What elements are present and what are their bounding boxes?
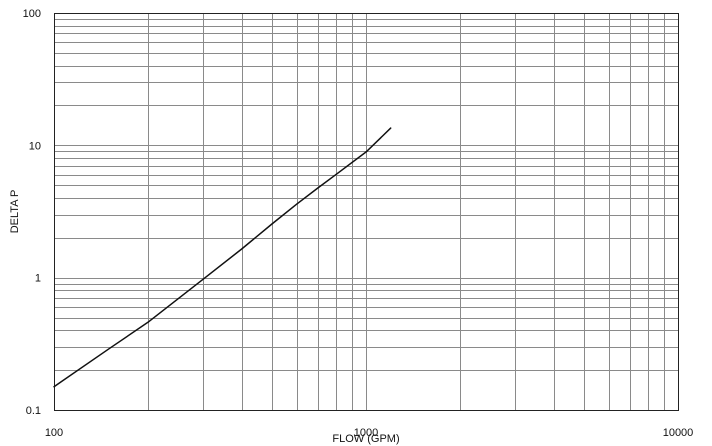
series-layer	[53, 127, 392, 388]
y-tick-label: 1	[35, 273, 41, 285]
y-tick-label: 100	[23, 8, 41, 20]
grid-layer	[54, 13, 679, 411]
series-line-1	[53, 127, 392, 388]
y-axis-title: DELTA P	[9, 190, 21, 234]
y-tick-label: 10	[29, 140, 41, 152]
tick-layer: 100 1000 10000 0.1 1 10 100	[23, 8, 694, 439]
x-tick-label: 100	[45, 427, 63, 439]
x-tick-label: 1000	[354, 427, 378, 439]
plot-frame	[54, 13, 679, 411]
y-tick-label: 0.1	[26, 405, 41, 417]
x-axis-title: FLOW (GPM)	[332, 433, 399, 445]
x-tick-label: 10000	[663, 427, 694, 439]
